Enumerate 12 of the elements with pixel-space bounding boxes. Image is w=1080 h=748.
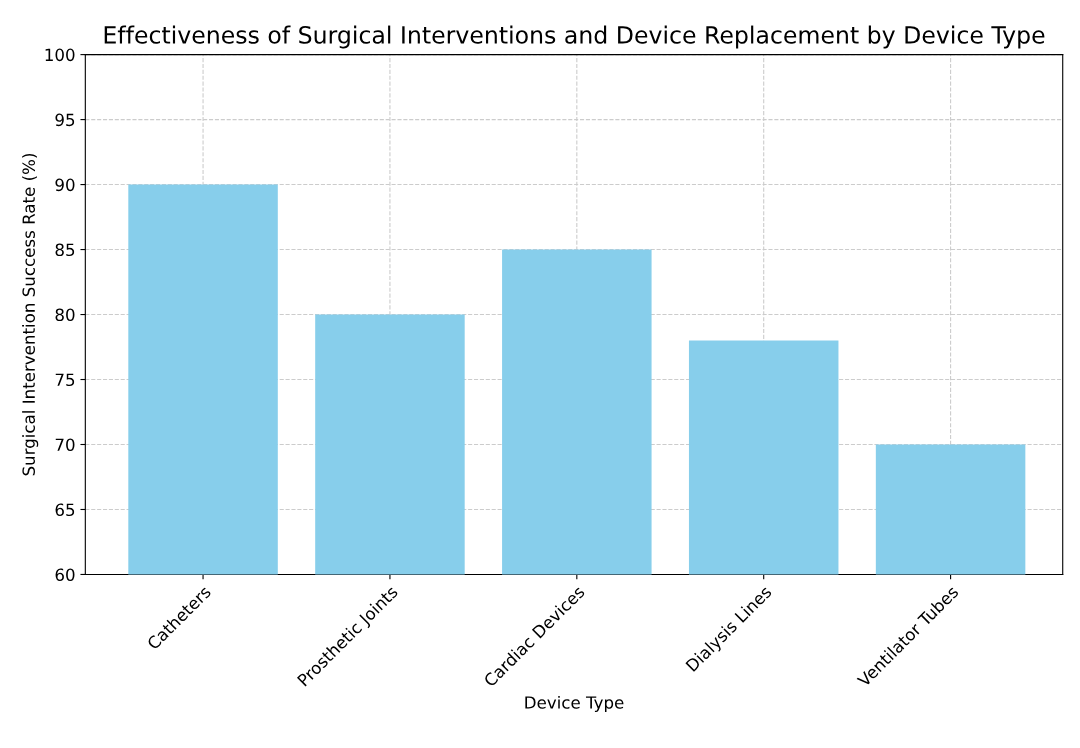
y-tick-label: 70: [55, 438, 75, 452]
y-tick-label: 100: [45, 48, 75, 62]
y-tick-label: 85: [55, 243, 75, 257]
y-axis-title: Surgical Intervention Success Rate (%): [22, 153, 39, 476]
y-tick-label: 95: [55, 113, 75, 127]
x-axis-title: Device Type: [525, 695, 624, 713]
y-tick-label: 90: [55, 178, 75, 192]
y-tick-label: 60: [55, 568, 75, 582]
y-tick-label: 80: [55, 308, 75, 322]
chart-title: Effectiveness of Surgical Interventions and Device Replacement by Device Type: [104, 25, 1045, 49]
y-tick-label: 75: [55, 373, 75, 387]
y-tick-label: 65: [55, 503, 75, 517]
